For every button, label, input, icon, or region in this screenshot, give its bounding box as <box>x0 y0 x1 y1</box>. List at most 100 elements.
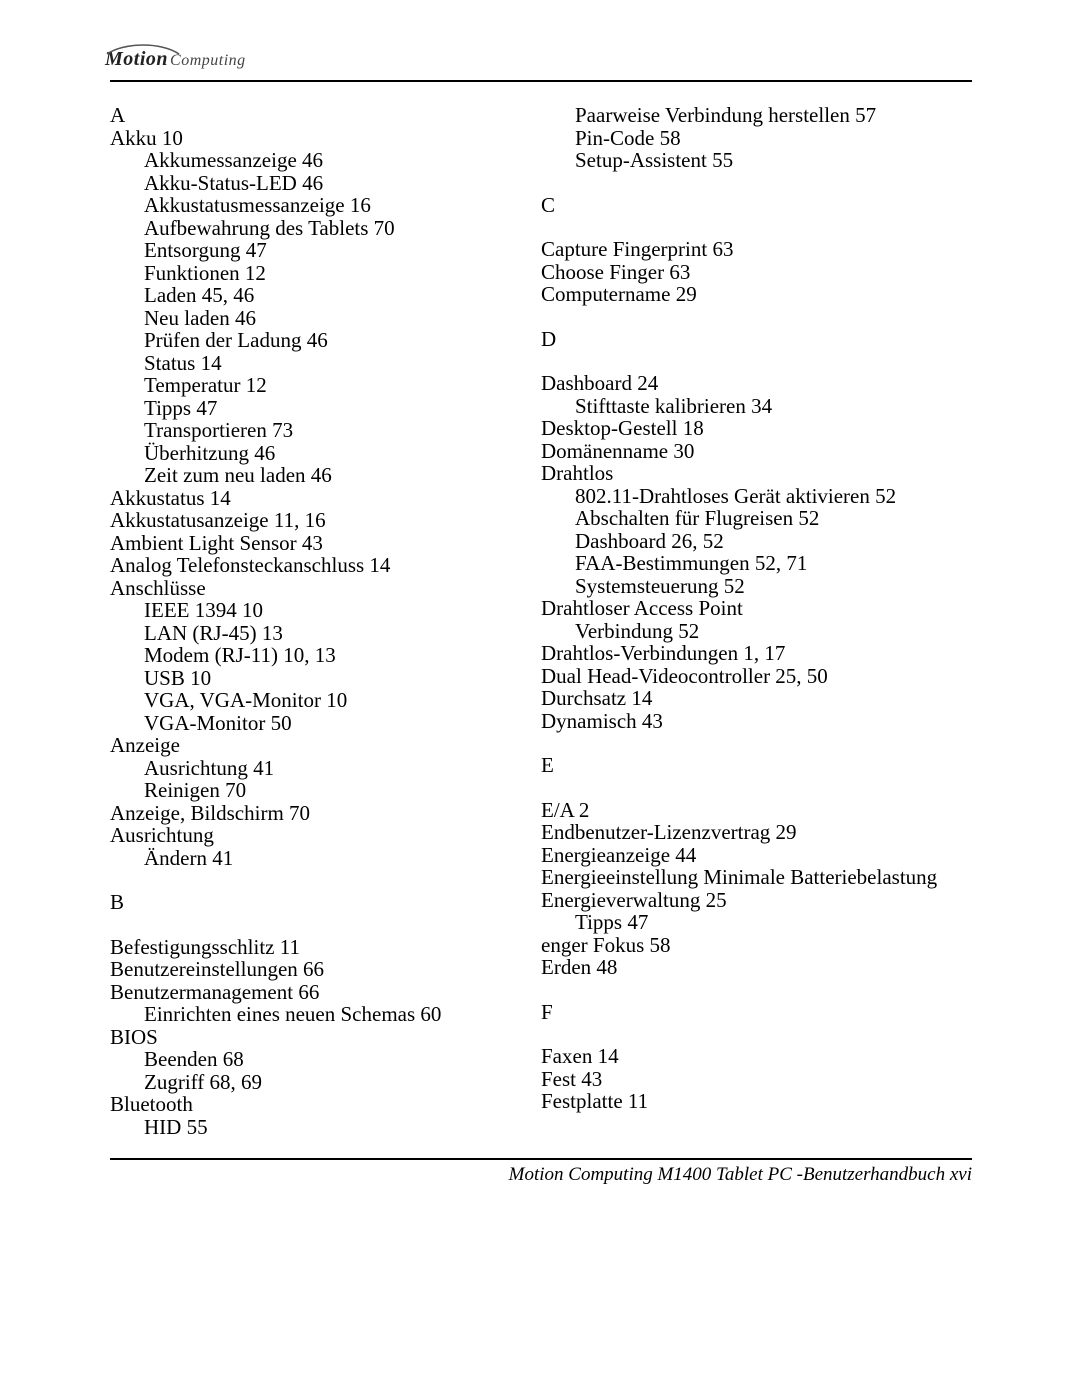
index-entry: Beenden 68 <box>110 1048 541 1071</box>
index-entry: Verbindung 52 <box>541 620 972 643</box>
brand-logo: MotionComputing <box>105 48 246 71</box>
index-entry: Akku-Status-LED 46 <box>110 172 541 195</box>
index-entry: D <box>541 328 972 351</box>
index-entry: Akkumessanzeige 46 <box>110 149 541 172</box>
index-entry: Modem (RJ-11) 10, 13 <box>110 644 541 667</box>
index-entry: Zugriff 68, 69 <box>110 1071 541 1094</box>
index-entry: Festplatte 11 <box>541 1090 972 1113</box>
index-entry: Faxen 14 <box>541 1045 972 1068</box>
index-entry: BIOS <box>110 1026 541 1049</box>
index-entry: Drahtlos <box>541 462 972 485</box>
index-entry: Temperatur 12 <box>110 374 541 397</box>
index-entry: Erden 48 <box>541 956 972 979</box>
index-entry: Choose Finger 63 <box>541 261 972 284</box>
blank-line <box>110 869 541 891</box>
index-entry: Computername 29 <box>541 283 972 306</box>
index-entry: Aufbewahrung des Tablets 70 <box>110 217 541 240</box>
index-entry: Energieverwaltung 25 <box>541 889 972 912</box>
index-entry: Akkustatus 14 <box>110 487 541 510</box>
blank-line <box>541 216 972 238</box>
blank-line <box>541 172 972 194</box>
index-entry: Neu laden 46 <box>110 307 541 330</box>
index-entry: Status 14 <box>110 352 541 375</box>
index-entry: Bluetooth <box>110 1093 541 1116</box>
blank-line <box>541 306 972 328</box>
index-entry: Dual Head-Videocontroller 25, 50 <box>541 665 972 688</box>
index-entry: E <box>541 754 972 777</box>
index-entry: Prüfen der Ladung 46 <box>110 329 541 352</box>
index-entry: 802.11-Drahtloses Gerät aktivieren 52 <box>541 485 972 508</box>
index-entry: FAA-Bestimmungen 52, 71 <box>541 552 972 575</box>
index-entry: Energieanzeige 44 <box>541 844 972 867</box>
page: MotionComputing AAkku 10Akkumessanzeige … <box>0 0 1080 1397</box>
index-entry: Dashboard 24 <box>541 372 972 395</box>
index-entry: Fest 43 <box>541 1068 972 1091</box>
index-entry: Dashboard 26, 52 <box>541 530 972 553</box>
index-entry: Tipps 47 <box>541 911 972 934</box>
index-entry: Akkustatusmessanzeige 16 <box>110 194 541 217</box>
index-entry: Abschalten für Flugreisen 52 <box>541 507 972 530</box>
index-entry: Analog Telefonsteckanschluss 14 <box>110 554 541 577</box>
brand-computing-text: Computing <box>170 52 246 69</box>
blank-line <box>541 979 972 1001</box>
page-footer: Motion Computing M1400 Tablet PC -Benutz… <box>509 1164 972 1186</box>
index-columns: AAkku 10Akkumessanzeige 46Akku-Status-LE… <box>110 104 972 1138</box>
index-entry: Endbenutzer-Lizenzvertrag 29 <box>541 821 972 844</box>
index-entry: Pin-Code 58 <box>541 127 972 150</box>
index-entry: Entsorgung 47 <box>110 239 541 262</box>
index-entry: Zeit zum neu laden 46 <box>110 464 541 487</box>
index-entry: Capture Fingerprint 63 <box>541 238 972 261</box>
index-entry: A <box>110 104 541 127</box>
index-entry: Ausrichtung <box>110 824 541 847</box>
index-entry: Akkustatusanzeige 11, 16 <box>110 509 541 532</box>
logo-swoosh-icon <box>105 44 181 58</box>
index-entry: VGA-Monitor 50 <box>110 712 541 735</box>
index-entry: Anzeige, Bildschirm 70 <box>110 802 541 825</box>
index-entry: Domänenname 30 <box>541 440 972 463</box>
index-entry: Laden 45, 46 <box>110 284 541 307</box>
index-entry: Reinigen 70 <box>110 779 541 802</box>
top-rule <box>110 80 972 82</box>
index-entry: IEEE 1394 10 <box>110 599 541 622</box>
index-entry: Drahtlos-Verbindungen 1, 17 <box>541 642 972 665</box>
index-entry: Energieeinstellung Minimale Batteriebela… <box>541 866 972 889</box>
blank-line <box>541 350 972 372</box>
index-entry: Transportieren 73 <box>110 419 541 442</box>
index-entry: Paarweise Verbindung herstellen 57 <box>541 104 972 127</box>
index-entry: Anschlüsse <box>110 577 541 600</box>
index-entry: HID 55 <box>110 1116 541 1139</box>
index-entry: Ändern 41 <box>110 847 541 870</box>
index-entry: Setup-Assistent 55 <box>541 149 972 172</box>
index-entry: VGA, VGA-Monitor 10 <box>110 689 541 712</box>
index-entry: B <box>110 891 541 914</box>
index-entry: Durchsatz 14 <box>541 687 972 710</box>
index-entry: enger Fokus 58 <box>541 934 972 957</box>
index-entry: Anzeige <box>110 734 541 757</box>
index-entry: Ambient Light Sensor 43 <box>110 532 541 555</box>
index-entry: Benutzereinstellungen 66 <box>110 958 541 981</box>
index-entry: LAN (RJ-45) 13 <box>110 622 541 645</box>
index-column-right: Paarweise Verbindung herstellen 57Pin-Co… <box>541 104 972 1138</box>
index-column-left: AAkku 10Akkumessanzeige 46Akku-Status-LE… <box>110 104 541 1138</box>
index-entry: Tipps 47 <box>110 397 541 420</box>
index-entry: E/A 2 <box>541 799 972 822</box>
index-entry: Stifttaste kalibrieren 34 <box>541 395 972 418</box>
index-entry: Überhitzung 46 <box>110 442 541 465</box>
bottom-rule <box>110 1158 972 1160</box>
index-entry: Systemsteuerung 52 <box>541 575 972 598</box>
index-entry: Dynamisch 43 <box>541 710 972 733</box>
index-entry: Einrichten eines neuen Schemas 60 <box>110 1003 541 1026</box>
blank-line <box>541 732 972 754</box>
index-entry: Akku 10 <box>110 127 541 150</box>
blank-line <box>541 777 972 799</box>
index-entry: Drahtloser Access Point <box>541 597 972 620</box>
index-entry: Befestigungsschlitz 11 <box>110 936 541 959</box>
index-entry: C <box>541 194 972 217</box>
index-entry: Funktionen 12 <box>110 262 541 285</box>
index-entry: Ausrichtung 41 <box>110 757 541 780</box>
index-entry: Desktop-Gestell 18 <box>541 417 972 440</box>
index-entry: USB 10 <box>110 667 541 690</box>
blank-line <box>110 914 541 936</box>
blank-line <box>541 1023 972 1045</box>
index-entry: F <box>541 1001 972 1024</box>
